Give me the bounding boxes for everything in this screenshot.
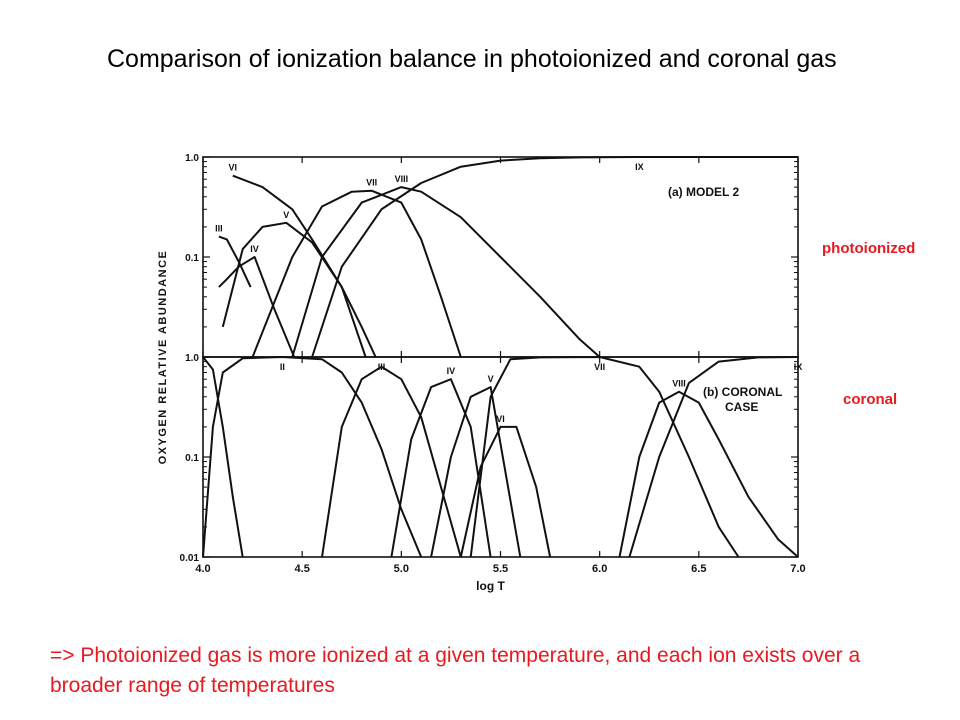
- coronal-label: coronal: [843, 391, 898, 408]
- series-label-VI: VI: [228, 163, 237, 173]
- panel-label-cont: CASE: [725, 400, 758, 414]
- series-top-III: [218, 235, 252, 288]
- x-tick-label: 7.0: [790, 563, 805, 575]
- y-tick-label: 0.1: [185, 453, 199, 464]
- series-top-VII: [251, 189, 462, 358]
- y-tick-label: 0.1: [185, 253, 199, 264]
- y-tick-label: 1.0: [185, 353, 199, 364]
- series-label-VIII: VIII: [672, 379, 686, 389]
- series-label-III: III: [215, 224, 223, 234]
- series-label-IX: IX: [794, 362, 803, 372]
- series-label-II: II: [280, 362, 285, 372]
- series-label-IX: IX: [635, 162, 644, 172]
- x-axis-label: log T: [476, 579, 505, 593]
- series-label-VI: VI: [496, 414, 505, 424]
- series-bottom-VII: [469, 356, 740, 558]
- photoionized-label: photoionized: [822, 240, 916, 257]
- series-bottom-IX: [628, 356, 799, 558]
- series-top-VIII: [291, 186, 601, 358]
- series-label-VII: VII: [366, 178, 377, 188]
- y-tick-label: 1.0: [185, 153, 199, 164]
- series-bottom-IV: [390, 378, 492, 558]
- series-top-IV: [218, 256, 296, 358]
- x-tick-label: 5.5: [493, 563, 508, 575]
- y-axis-label: OXYGEN RELATIVE ABUNDANCE: [157, 250, 169, 465]
- series-top-IX: [311, 156, 798, 358]
- panel-top: 1.0 0.1 (a) MODEL 2: [185, 153, 799, 358]
- series-label-VIII: VIII: [395, 174, 409, 184]
- slide-title: Comparison of ionization balance in phot…: [107, 45, 837, 73]
- series-top-VI: [232, 174, 377, 358]
- series-bottom-V: [430, 386, 522, 558]
- series-label-V: V: [488, 374, 494, 384]
- series-bottom-II: [202, 356, 423, 558]
- series-label-V: V: [283, 210, 289, 220]
- panel-label: (a) MODEL 2: [668, 185, 739, 199]
- series-label-III: III: [378, 362, 386, 372]
- x-tick-label: 6.0: [592, 563, 607, 575]
- x-tick-label: 6.5: [691, 563, 706, 575]
- series-label-VII: VII: [594, 362, 605, 372]
- series-label-IV: IV: [250, 244, 259, 254]
- panel-bottom: 1.0 0.1 0.014.0 4.5 5.0 5.5 6.0 6.5 7.0 log T (b) …: [180, 353, 806, 593]
- x-tick-label: 5.0: [394, 563, 409, 575]
- conclusion-text: => Photoionized gas is more ionized at a…: [50, 644, 861, 697]
- x-tick-label: 4.0: [195, 563, 210, 575]
- series-label-I: I: [202, 362, 205, 372]
- panel-label: (b) CORONAL: [703, 385, 782, 399]
- series-bottom-I: [202, 356, 244, 558]
- y-tick-label: 0.01: [180, 553, 200, 564]
- series-bottom-III: [321, 365, 462, 558]
- series-bottom-VI: [459, 425, 552, 558]
- series-bottom-VIII: [618, 390, 799, 558]
- x-tick-label: 4.5: [295, 563, 310, 575]
- series-label-IV: IV: [447, 366, 456, 376]
